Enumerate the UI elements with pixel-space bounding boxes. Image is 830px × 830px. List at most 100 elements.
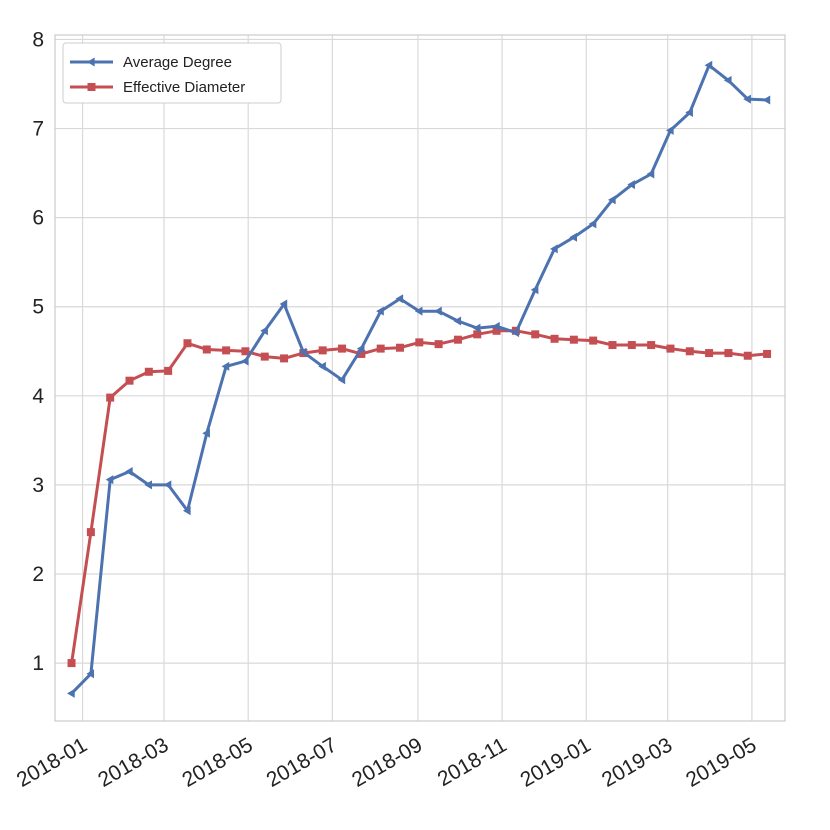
- point-average-degree: [704, 60, 713, 70]
- point-effective-diameter: [260, 352, 269, 361]
- point-effective-diameter: [241, 347, 250, 356]
- y-tick-label-5: 5: [32, 296, 44, 319]
- point-effective-diameter: [415, 338, 424, 347]
- grid-lines: [55, 35, 785, 721]
- point-average-degree: [356, 344, 365, 354]
- point-effective-diameter: [338, 344, 347, 353]
- point-average-degree: [318, 361, 326, 371]
- legend-entry-effective-diameter: Effective Diameter: [70, 79, 245, 96]
- point-average-degree: [569, 232, 578, 242]
- point-average-degree: [511, 328, 520, 338]
- x-tick-label-2018-09: 2018-09: [348, 733, 426, 791]
- point-effective-diameter: [531, 330, 540, 339]
- point-effective-diameter: [743, 351, 752, 360]
- point-effective-diameter: [67, 659, 76, 668]
- legend-label-effective-diameter: Effective Diameter: [123, 79, 245, 96]
- y-tick-label-2: 2: [32, 563, 44, 586]
- x-tick-label-2018-05: 2018-05: [178, 733, 256, 791]
- x-axis-tick-labels: 2018-01 2018-03 2018-05 2018-07 2018-09 2018-…: [13, 733, 761, 791]
- point-effective-diameter: [395, 343, 404, 352]
- x-tick-label-2019-05: 2019-05: [682, 733, 760, 791]
- point-effective-diameter: [608, 341, 617, 350]
- point-effective-diameter: [569, 335, 578, 344]
- point-average-degree: [743, 94, 751, 104]
- point-average-degree: [434, 306, 442, 316]
- point-average-degree: [144, 480, 152, 490]
- x-tick-label-2018-07: 2018-07: [263, 733, 341, 791]
- x-tick-label-2018-11: 2018-11: [434, 733, 511, 791]
- point-average-degree: [105, 475, 114, 485]
- point-effective-diameter: [106, 393, 115, 402]
- point-effective-diameter: [453, 335, 462, 344]
- legend-entry-average-degree: Average Degree: [70, 54, 232, 71]
- point-effective-diameter: [492, 326, 501, 335]
- point-effective-diameter: [222, 346, 231, 355]
- x-tick-label-2019-01: 2019-01: [517, 733, 595, 791]
- series-line-average-degree: [70, 63, 768, 695]
- point-average-degree: [260, 326, 268, 336]
- point-effective-diameter: [647, 341, 656, 350]
- point-average-degree: [646, 169, 655, 179]
- point-effective-diameter: [376, 344, 385, 353]
- y-tick-label-4: 4: [32, 385, 44, 408]
- y-tick-label-3: 3: [32, 474, 44, 497]
- point-effective-diameter: [183, 339, 192, 348]
- point-average-degree: [86, 669, 95, 679]
- point-effective-diameter: [589, 336, 598, 345]
- x-tick-label-2018-01: 2018-01: [13, 733, 91, 791]
- x-tick-label-2018-03: 2018-03: [94, 733, 172, 791]
- y-tick-label-1: 1: [32, 652, 44, 675]
- x-tick-label-2019-03: 2019-03: [598, 733, 676, 791]
- series-effective-diameter: [67, 326, 772, 668]
- y-tick-label-7: 7: [32, 118, 44, 141]
- legend-marker-effective-diameter: [87, 83, 96, 91]
- point-effective-diameter: [434, 340, 443, 349]
- point-average-degree: [202, 428, 210, 438]
- point-average-degree: [492, 321, 500, 331]
- point-effective-diameter: [685, 347, 694, 356]
- point-average-degree: [723, 75, 732, 85]
- point-average-degree: [125, 467, 133, 477]
- point-average-degree: [685, 108, 693, 118]
- point-effective-diameter: [86, 528, 95, 537]
- point-average-degree: [550, 244, 558, 254]
- legend: Average Degree Effective Diameter: [62, 42, 282, 104]
- point-effective-diameter: [202, 345, 211, 354]
- y-axis-tick-labels: 1 2 3 4 5 6 7 8: [32, 28, 44, 675]
- point-average-degree: [298, 347, 307, 357]
- point-average-degree: [472, 323, 481, 333]
- legend-marker-average-degree: [87, 57, 95, 67]
- y-tick-label-8: 8: [32, 28, 44, 51]
- point-effective-diameter: [318, 346, 327, 355]
- point-effective-diameter: [125, 376, 134, 385]
- point-average-degree: [67, 688, 75, 698]
- point-effective-diameter: [550, 334, 559, 343]
- point-effective-diameter: [144, 367, 153, 376]
- point-average-degree: [182, 506, 191, 516]
- point-average-degree: [376, 306, 384, 316]
- legend-label-average-degree: Average Degree: [123, 54, 232, 71]
- legend-box: [62, 42, 282, 104]
- point-average-degree: [453, 316, 462, 326]
- point-effective-diameter: [666, 344, 675, 353]
- point-average-degree: [608, 195, 616, 205]
- point-average-degree: [530, 285, 539, 295]
- point-effective-diameter: [705, 349, 714, 358]
- y-tick-label-6: 6: [32, 207, 44, 230]
- point-effective-diameter: [627, 341, 636, 350]
- point-average-degree: [665, 125, 674, 135]
- point-average-degree: [279, 299, 288, 309]
- point-average-degree: [762, 95, 771, 105]
- point-average-degree: [395, 294, 404, 304]
- point-average-degree: [221, 361, 230, 371]
- point-effective-diameter: [763, 349, 772, 358]
- plot-frame: [54, 34, 786, 722]
- point-effective-diameter: [473, 330, 482, 339]
- point-average-degree: [627, 180, 635, 190]
- point-average-degree: [588, 219, 597, 229]
- series-average-degree: [67, 60, 771, 698]
- point-effective-diameter: [724, 349, 733, 358]
- point-effective-diameter: [164, 366, 173, 375]
- series-layer: [67, 60, 772, 698]
